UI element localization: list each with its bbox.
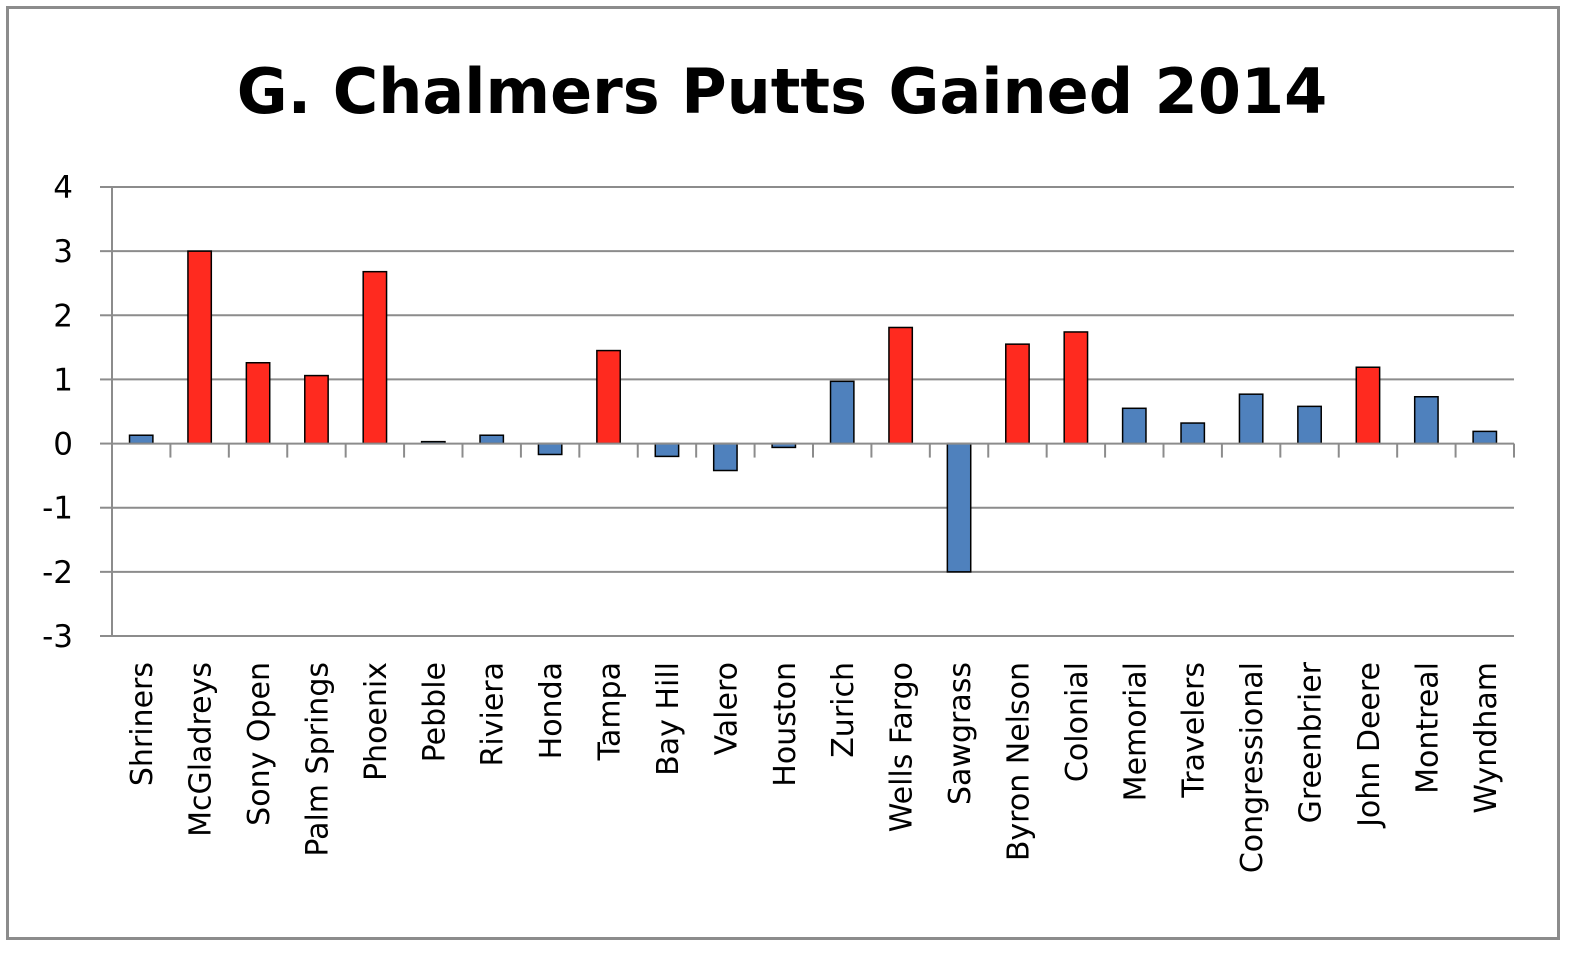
y-tick-label: 1 [53,362,73,398]
bar-wyndham [1472,430,1498,445]
chart-title: G. Chalmers Putts Gained 2014 [237,55,1328,128]
category-label: Valero [709,662,744,755]
bar-congressional [1238,393,1264,445]
bar-john-deere [1355,366,1381,445]
category-label: Phoenix [359,662,394,781]
bar-shriners [128,434,154,445]
bar-palm-springs [304,374,329,445]
y-tick-label: 4 [53,170,73,206]
category-label: Congressional [1235,662,1270,873]
y-tick-label: -3 [42,619,73,655]
category-label: Palm Springs [300,662,335,857]
bar-sony-open [245,362,271,445]
bar-sawgrass [946,442,972,573]
category-label: Houston [768,662,803,787]
category-label: Tampa [593,662,628,761]
category-label: John Deere [1352,662,1387,829]
y-tick-labels: 4 3 2 1 0 -1 -2 -3 [42,170,73,655]
y-tick-label: 3 [53,234,73,270]
axes [100,186,1515,637]
category-label: Travelers [1177,662,1212,799]
bars [128,250,1498,573]
y-tick-label: 2 [53,298,73,334]
category-label: Sony Open [242,662,277,826]
category-label: Wyndham [1469,662,1504,814]
y-tick-label: -1 [42,491,73,527]
bar-riviera [479,434,505,445]
bar-bay-hill [654,442,680,458]
category-label: Montreal [1410,662,1445,794]
bar-mcgladreys [187,250,213,445]
category-label: Byron Nelson [1001,662,1036,861]
gridlines [112,186,1514,637]
bar-greenbrier [1297,405,1322,445]
category-label: Wells Fargo [885,662,920,832]
bar-byron-nelson [1005,343,1030,445]
category-label: Zurich [826,662,861,758]
bar-wells-fargo [888,326,914,445]
category-label: Riviera [476,662,511,766]
chart-frame [6,6,1560,940]
category-label: Honda [534,662,569,759]
bar-honda [537,442,563,456]
category-label: Colonial [1060,662,1095,782]
y-tick-label: -2 [42,555,73,591]
x-category-labels: Shriners McGladreys Sony Open Palm Springs P… [125,661,1504,873]
bar-travelers [1180,422,1206,445]
bar-valero [712,442,738,472]
category-label: McGladreys [184,662,219,837]
bar-phoenix [362,270,388,445]
category-label: Bay Hill [651,662,686,776]
category-label: Shriners [125,662,160,786]
category-label: Pebble [417,662,452,762]
bar-colonial [1063,331,1089,445]
bar-zurich [829,380,855,445]
y-tick-label: 0 [53,427,73,463]
bar-tampa [596,349,621,445]
bar-montreal [1413,395,1439,445]
bar-memorial [1121,407,1147,445]
category-label: Greenbrier [1294,661,1329,823]
category-label: Memorial [1118,662,1153,801]
category-label: Sawgrass [943,662,978,805]
